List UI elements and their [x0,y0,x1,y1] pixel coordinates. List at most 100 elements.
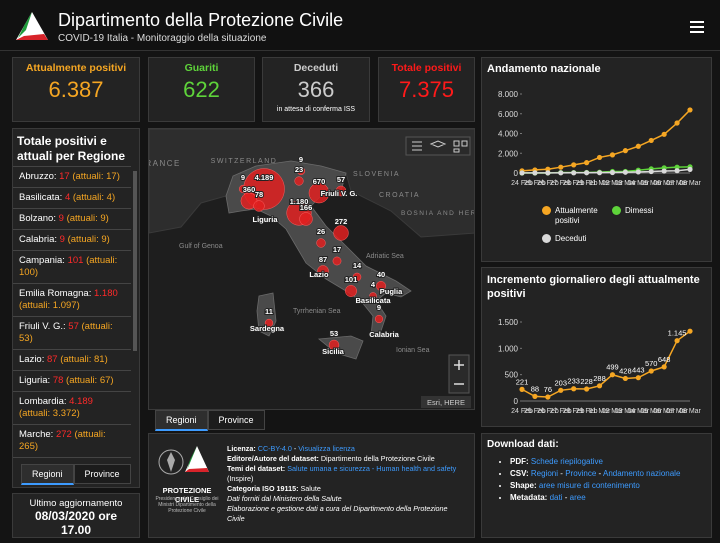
point [687,328,693,334]
text-segment: Dipartimento della Protezione Civile [320,454,435,463]
tab[interactable]: Regioni [21,464,74,485]
scrollbar[interactable] [133,171,137,351]
bubble-label: 87 [319,255,327,264]
x-tick-label: 25 Feb [524,180,546,187]
bubble [294,176,304,186]
map-panel[interactable]: 4.189 9 23 670 57 9 360 78 1.180 166 272 26 17 87 14 40… [148,128,475,410]
region-row: Lombardia: 4.189 (attuali: 3.372) [13,391,131,424]
region-name: Emilia Romagna: [19,288,92,299]
region-total: 101 [67,255,84,266]
x-tick-label: 06 Mar [653,408,675,415]
region-row: Abruzzo: 17 (attuali: 17) [13,166,131,187]
point [687,166,693,172]
license-text: Licenza: CC-BY-4.0 - Visualizza licenza E… [227,444,467,524]
point [596,170,603,176]
bubble-label: 166 [300,203,313,212]
x-tick-label: 29 Feb [576,180,598,187]
point [609,152,616,158]
region-total: 272 [55,429,72,440]
point [532,170,538,176]
y-tick-label: 8.000 [498,90,519,99]
x-tick-label: 07 Mar [666,180,688,187]
text-segment: (Inspire) [227,474,254,483]
point [584,160,590,166]
bubble [369,292,377,300]
point [571,170,577,176]
tab[interactable]: Regioni [155,410,208,431]
x-tick-label: 28 Feb [563,180,585,187]
bubble [345,285,357,297]
legend-label: Attualmente positivi [555,206,598,225]
kpi-value: 622 [183,77,220,102]
tab[interactable]: Province [73,464,131,484]
place-label: Sicilia [322,347,345,356]
download-title: Download dati: [487,439,559,450]
geo-label: CROATIA [379,192,420,199]
x-tick-label: 24 Feb [511,180,533,187]
place-label: Friuli V. G. [321,189,358,198]
bubble-label: 53 [330,329,338,338]
region-name: Marche: [19,429,54,440]
chart-title: Incremento giornaliero degli attualmente… [487,274,700,300]
data-label: 228 [580,377,593,386]
point [635,143,641,149]
region-current: (attuali: 4) [72,192,116,203]
text-segment: PDF: [510,457,529,466]
geo-label: BOSNIA AND HERZEGOVINA [401,210,475,217]
text-segment: - [598,469,602,478]
region-total: 57 [68,321,79,332]
y-tick-label: 2.000 [498,149,519,158]
x-tick-label: 01 Mar [589,180,611,187]
point [635,169,641,175]
y-tick-label: 1.000 [498,344,519,353]
region-row: Marche: 272 (attuali: 265) [13,424,131,457]
map-tabs: Regioni Province [155,410,265,431]
region-name: Bolzano: [19,213,56,224]
bubble [253,200,265,212]
text-segment: - [564,493,568,502]
text-segment: Province [565,469,597,478]
region-current: (attuali: 3.372) [19,408,80,419]
text-segment: Andamento nazionale [603,469,681,478]
point [661,364,667,370]
point [519,170,525,176]
chart-title: Andamento nazionale [487,63,601,75]
text-line: Licenza: CC-BY-4.0 - Visualizza licenza [227,444,467,454]
point [674,120,680,126]
download-list: PDF: Schede riepilogativeCSV: Regioni - … [482,456,680,504]
geo-label: Ionian Sea [396,347,430,354]
kpi-value: 366 [297,77,335,102]
text-segment: aree misure di contenimento [538,481,640,490]
menu-icon[interactable] [690,20,706,34]
text-line: PDF: Schede riepilogative [510,456,680,468]
point [635,375,641,381]
title: Dipartimento della Protezione Civile [58,10,344,30]
x-tick-label: 26 Feb [537,408,559,415]
bubble [376,281,386,291]
bubble [352,272,362,282]
credit-bg [421,396,471,408]
x-tick-label: 01 Mar [589,408,611,415]
data-label: 648 [658,355,671,364]
tab[interactable]: Province [207,410,265,430]
y-tick-label: 6.000 [498,110,519,119]
region-total: 9 [58,213,64,224]
text-segment: - [293,444,297,453]
bubble [328,339,340,351]
region-current: (attuali: 81) [60,354,108,365]
text-segment: Schede riepilogative [530,457,603,466]
region-name: Campania: [19,255,65,266]
kpi-box: Guariti 622 [148,57,255,122]
bubble-label: 101 [345,275,358,284]
x-tick-label: 27 Feb [550,408,572,415]
region-panel: Totale positivi e attuali per Regione Ab… [12,128,140,488]
text-line: CSV: Regioni - Province - Andamento nazi… [510,468,680,480]
region-current: (attuali: 53) [19,321,113,344]
region-current: (attuali: 17) [72,171,120,182]
point [532,393,538,399]
legend-item: Attualmente positivi [542,206,612,226]
text-segment: aree [569,493,586,502]
region-name: Liguria: [19,375,51,386]
text-segment: Dati forniti dal Ministero della Salute [227,494,342,503]
